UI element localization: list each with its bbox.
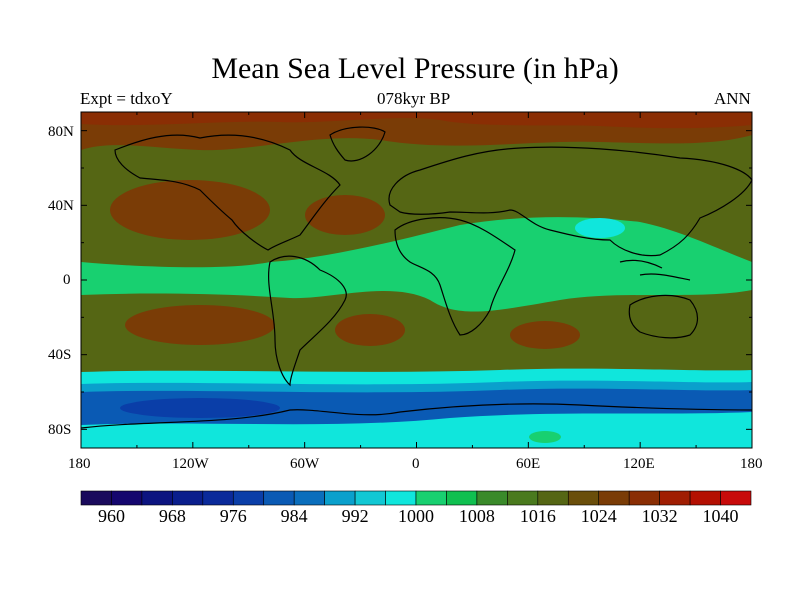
period-label: 078kyr BP bbox=[377, 89, 451, 108]
colorbar-label: 1032 bbox=[641, 506, 678, 526]
axis-ticks bbox=[80, 112, 753, 448]
colorbar-swatch bbox=[598, 490, 630, 506]
field-arctic-highest bbox=[81, 112, 752, 129]
field-southern-deep-low bbox=[120, 398, 280, 418]
colorbar-swatch bbox=[567, 490, 600, 506]
season-label: ANN bbox=[714, 89, 751, 108]
colorbar-swatch bbox=[628, 490, 660, 506]
coast-indonesia bbox=[619, 259, 691, 281]
colorbar-swatch bbox=[720, 490, 752, 506]
colorbar-label: 984 bbox=[280, 506, 308, 526]
coast-europe-asia bbox=[388, 146, 753, 257]
coastlines bbox=[80, 126, 753, 429]
coast-south-america bbox=[268, 255, 347, 387]
field-antarctic-band bbox=[81, 412, 752, 448]
pressure-field bbox=[81, 112, 752, 448]
lon-label-180w: 180 bbox=[68, 456, 91, 472]
experiment-label: Expt = tdxoY bbox=[80, 89, 173, 108]
lat-label-40s: 40S bbox=[48, 347, 72, 363]
colorbar-swatch bbox=[476, 490, 508, 506]
coast-north-america bbox=[114, 134, 341, 251]
colorbar bbox=[80, 490, 752, 506]
colorbar-swatch bbox=[507, 490, 539, 506]
colorbar-swatch bbox=[263, 490, 295, 506]
coast-africa bbox=[394, 217, 516, 336]
coast-antarctica bbox=[80, 403, 753, 429]
lon-label-60e: 60E bbox=[516, 456, 541, 472]
colorbar-label: 1016 bbox=[519, 506, 556, 526]
lat-label-80s: 80S bbox=[48, 422, 72, 438]
colorbar-swatch bbox=[324, 490, 356, 506]
field-pacific-high-north bbox=[110, 180, 270, 240]
field-atlantic-high-north bbox=[305, 195, 385, 235]
colorbar-swatch bbox=[232, 490, 265, 506]
colorbar-swatch bbox=[689, 490, 721, 506]
field-tropical-low bbox=[81, 217, 752, 312]
colorbar-swatch bbox=[80, 490, 112, 506]
lon-label-60w: 60W bbox=[290, 456, 320, 472]
colorbar-label: 960 bbox=[97, 506, 125, 526]
colorbar-swatch bbox=[354, 490, 386, 506]
lat-label-80n: 80N bbox=[48, 124, 74, 140]
lat-label-40n: 40N bbox=[48, 198, 74, 214]
colorbar-swatch bbox=[446, 490, 478, 506]
colorbar-swatch bbox=[537, 490, 569, 506]
lon-label-120w: 120W bbox=[172, 456, 209, 472]
lat-label-0: 0 bbox=[63, 272, 71, 288]
colorbar-label: 1024 bbox=[580, 506, 617, 526]
colorbar-label: 1008 bbox=[458, 506, 495, 526]
map-title: Mean Sea Level Pressure (in hPa) bbox=[211, 52, 619, 85]
colorbar-swatch bbox=[202, 490, 234, 506]
colorbar-label: 968 bbox=[158, 506, 186, 526]
colorbar-swatch bbox=[385, 490, 417, 506]
colorbar-label: 992 bbox=[341, 506, 369, 526]
field-pacific-high-south bbox=[125, 305, 275, 345]
field-antarctic-high bbox=[529, 431, 561, 443]
colorbar-swatch bbox=[141, 490, 173, 506]
coast-greenland bbox=[329, 126, 386, 162]
field-indian-high-south bbox=[510, 321, 580, 349]
colorbar-label: 1040 bbox=[702, 506, 739, 526]
colorbar-swatch bbox=[111, 490, 143, 506]
colorbar-swatch bbox=[293, 490, 325, 506]
colorbar-swatch bbox=[172, 490, 204, 506]
field-asian-low bbox=[575, 218, 625, 238]
colorbar-swatch bbox=[659, 490, 691, 506]
colorbar-label: 976 bbox=[219, 506, 247, 526]
lon-label-120e: 120E bbox=[623, 456, 655, 472]
field-atlantic-high-south bbox=[335, 314, 405, 346]
lon-label-180e: 180 bbox=[740, 456, 763, 472]
lon-label-0: 0 bbox=[412, 456, 420, 472]
colorbar-swatch bbox=[415, 490, 447, 506]
colorbar-label: 1000 bbox=[398, 506, 434, 526]
coast-australia bbox=[628, 294, 699, 339]
